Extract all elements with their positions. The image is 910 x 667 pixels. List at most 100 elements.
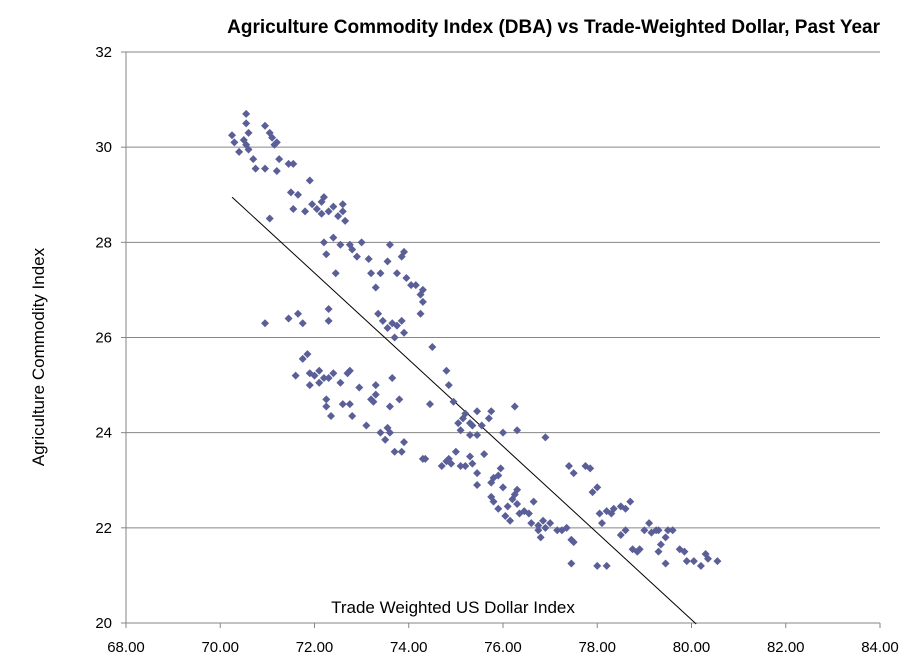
data-point: [466, 452, 475, 461]
data-point: [381, 435, 390, 444]
data-point: [369, 397, 378, 406]
data-point: [654, 547, 663, 556]
data-point: [621, 526, 630, 535]
data-point: [326, 412, 335, 421]
data-point: [588, 488, 597, 497]
y-tick-label: 20: [95, 615, 112, 632]
data-point: [654, 526, 663, 535]
data-point: [310, 371, 319, 380]
data-point: [564, 461, 573, 470]
data-point: [473, 481, 482, 490]
data-point: [503, 502, 512, 511]
data-point: [371, 283, 380, 292]
data-point: [289, 205, 298, 214]
data-point: [473, 431, 482, 440]
data-point: [640, 526, 649, 535]
data-point: [329, 202, 338, 211]
data-point: [376, 428, 385, 437]
y-tick-label: 26: [95, 330, 112, 347]
x-tick-labels: 68.00 70.00 72.00 74.00 76.00 78.00 80.00 82.00…: [107, 639, 899, 656]
data-point: [331, 269, 340, 278]
data-point: [416, 309, 425, 318]
data-point: [444, 381, 453, 390]
data-point: [569, 538, 578, 547]
data-point: [656, 540, 665, 549]
data-point: [334, 212, 343, 221]
data-point: [383, 257, 392, 266]
data-points: [228, 109, 722, 570]
data-point: [480, 450, 489, 459]
data-point: [527, 519, 536, 528]
data-point: [494, 471, 503, 480]
chart-title: Agriculture Commodity Index (DBA) vs Tra…: [227, 17, 880, 38]
data-point: [298, 319, 307, 328]
data-point: [348, 412, 357, 421]
data-point: [239, 136, 248, 145]
data-point: [303, 350, 312, 359]
data-point: [383, 323, 392, 332]
data-point: [242, 109, 251, 118]
data-point: [400, 328, 409, 337]
data-point: [315, 378, 324, 387]
data-point: [562, 523, 571, 532]
data-point: [425, 400, 434, 409]
y-tick-label: 22: [95, 520, 112, 537]
y-tick-label: 24: [95, 425, 112, 442]
data-point: [473, 407, 482, 416]
data-point: [494, 504, 503, 513]
data-point: [428, 343, 437, 352]
data-point: [621, 504, 630, 513]
data-point: [515, 509, 524, 518]
data-point: [338, 400, 347, 409]
data-point: [635, 545, 644, 554]
data-point: [616, 530, 625, 539]
data-point: [477, 421, 486, 430]
data-point: [626, 497, 635, 506]
x-tick-label: 68.00: [107, 639, 145, 656]
data-point: [319, 238, 328, 247]
data-point: [487, 407, 496, 416]
data-point: [418, 285, 427, 294]
axes: [121, 51, 881, 628]
data-point: [265, 214, 274, 223]
data-point: [367, 269, 376, 278]
data-point: [513, 426, 522, 435]
data-point: [546, 519, 555, 528]
x-tick-label: 76.00: [484, 639, 522, 656]
data-point: [385, 402, 394, 411]
data-point: [324, 373, 333, 382]
data-point: [272, 166, 281, 175]
data-point: [461, 461, 470, 470]
data-point: [371, 390, 380, 399]
data-point: [411, 281, 420, 290]
data-point: [322, 402, 331, 411]
data-point: [607, 509, 616, 518]
data-point: [567, 559, 576, 568]
data-point: [456, 461, 465, 470]
data-point: [609, 504, 618, 513]
data-point: [261, 164, 270, 173]
data-point: [534, 521, 543, 530]
data-point: [338, 207, 347, 216]
data-point: [230, 138, 239, 147]
data-point: [541, 433, 550, 442]
y-axis-title: Agriculture Commodity Index: [29, 247, 48, 466]
data-point: [319, 193, 328, 202]
data-point: [322, 250, 331, 259]
data-point: [385, 240, 394, 249]
data-point: [324, 207, 333, 216]
data-point: [449, 397, 458, 406]
data-point: [324, 316, 333, 325]
x-tick-label: 80.00: [673, 639, 711, 656]
x-tick-label: 84.00: [861, 639, 899, 656]
data-point: [324, 304, 333, 313]
data-point: [454, 419, 463, 428]
data-point: [397, 447, 406, 456]
data-point: [597, 519, 606, 528]
data-point: [468, 421, 477, 430]
data-point: [484, 414, 493, 423]
data-point: [513, 485, 522, 494]
data-point: [689, 557, 698, 566]
data-point: [496, 464, 505, 473]
y-tick-label: 30: [95, 139, 112, 156]
